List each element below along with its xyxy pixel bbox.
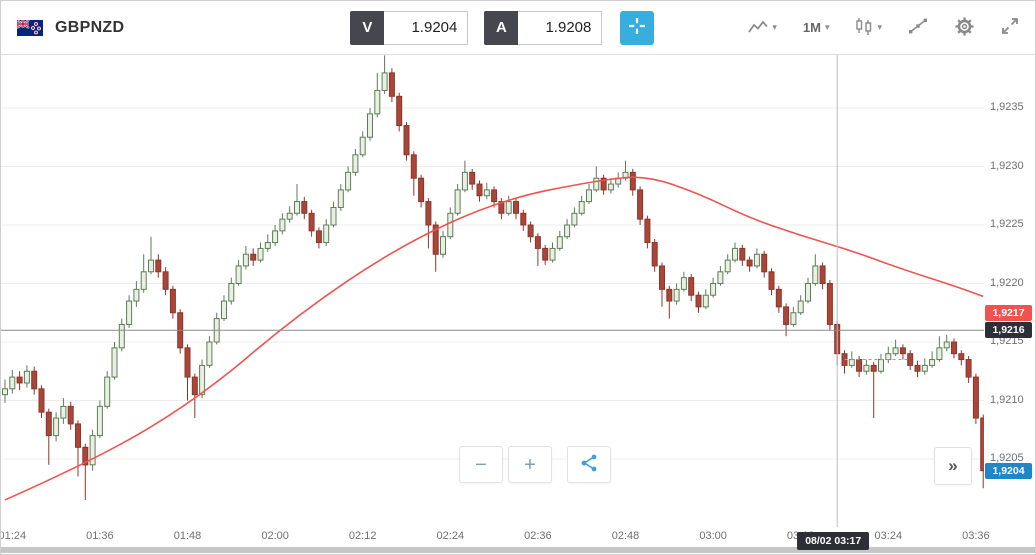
crosshair-tool-button[interactable] xyxy=(620,10,655,45)
crosshair-time-badge: 08/02 03:17 xyxy=(797,532,870,550)
time-axis-label: 03:00 xyxy=(699,530,727,542)
line-chart-icon xyxy=(748,19,769,37)
time-axis[interactable]: 01:24 01:36 01:48 02:00 02:12 02:24 02:36 02:48… xyxy=(1,527,1035,553)
moving-average-line xyxy=(4,176,984,501)
time-axis-label: 03:36 xyxy=(962,530,990,542)
price-axis-label: 1,9205 xyxy=(990,452,1024,464)
time-axis-label: 02:12 xyxy=(348,530,377,542)
time-axis-label: 02:48 xyxy=(611,530,640,542)
price-axis-label: 1,9210 xyxy=(990,393,1024,406)
buy-price-widget: A 1.9208 xyxy=(484,10,603,45)
price-axis-label: 1,9225 xyxy=(990,218,1024,230)
share-button[interactable] xyxy=(567,446,611,483)
share-icon xyxy=(579,453,599,476)
zoom-in-button[interactable]: + xyxy=(508,446,552,483)
sell-button[interactable]: V xyxy=(350,10,385,45)
timeframe-label: 1M xyxy=(802,20,821,35)
last-price-badge: 1,9204 xyxy=(985,462,1032,479)
toolbar-icon-group: ▾ 1M ▾ ▾ xyxy=(748,16,1019,40)
time-axis-label: 01:36 xyxy=(86,530,114,542)
crosshair-price-badge: 1,9216 xyxy=(985,322,1032,339)
symbol-title: GBPNZD xyxy=(55,18,125,36)
ma-value-badge: 1,9217 xyxy=(985,305,1032,322)
collapse-panel-button[interactable]: » xyxy=(934,447,972,485)
fullscreen-button[interactable] xyxy=(1001,17,1019,38)
time-axis-label: 02:00 xyxy=(261,530,289,542)
chevron-down-icon: ▾ xyxy=(772,22,777,32)
toolbar: GBPNZD V 1.9204 A 1.9208 ▾ xyxy=(1,1,1035,55)
chart-area: 1,9235 1,9230 1,9225 1,9220 1,9215 1,9210 1,92… xyxy=(1,55,1035,527)
zoom-out-button[interactable]: − xyxy=(459,446,503,483)
buy-button[interactable]: A xyxy=(484,10,519,45)
crosshair-icon xyxy=(628,17,646,38)
chart-type-button[interactable]: ▾ xyxy=(748,19,777,37)
sell-price-widget: V 1.9204 xyxy=(350,10,469,45)
candle-style-button[interactable]: ▾ xyxy=(855,17,882,38)
chevron-down-icon: ▾ xyxy=(877,22,882,32)
time-axis-label: 01:24 xyxy=(1,530,27,542)
settings-button[interactable] xyxy=(954,16,975,40)
minus-icon: − xyxy=(475,453,487,476)
zoom-controls: − + xyxy=(459,446,611,483)
time-axis-label: 01:48 xyxy=(173,530,202,542)
time-axis-label: 03:24 xyxy=(874,530,903,542)
gear-icon xyxy=(954,16,975,40)
expand-arrows-icon xyxy=(1001,17,1019,38)
indicators-button[interactable] xyxy=(908,18,928,37)
time-axis-label: 02:36 xyxy=(524,530,552,542)
buy-price-value: 1.9208 xyxy=(518,10,603,45)
candlestick-chart[interactable] xyxy=(1,55,986,527)
candlestick-icon xyxy=(855,17,873,38)
trend-indicator-icon xyxy=(908,18,928,37)
timeframe-button[interactable]: 1M ▾ xyxy=(803,20,830,35)
nz-flag-icon xyxy=(16,18,43,36)
plus-icon: + xyxy=(524,453,536,476)
price-axis-label: 1,9235 xyxy=(990,101,1024,113)
time-axis-label: 02:24 xyxy=(436,530,465,542)
bottom-strip xyxy=(1,547,1035,553)
price-axis-label: 1,9220 xyxy=(990,276,1024,289)
sell-price-value: 1.9204 xyxy=(384,10,469,45)
price-axis[interactable]: 1,9235 1,9230 1,9225 1,9220 1,9215 1,9210 1,92… xyxy=(984,55,1035,527)
chevron-down-icon: ▾ xyxy=(824,22,830,32)
price-axis-label: 1,9230 xyxy=(990,159,1024,172)
